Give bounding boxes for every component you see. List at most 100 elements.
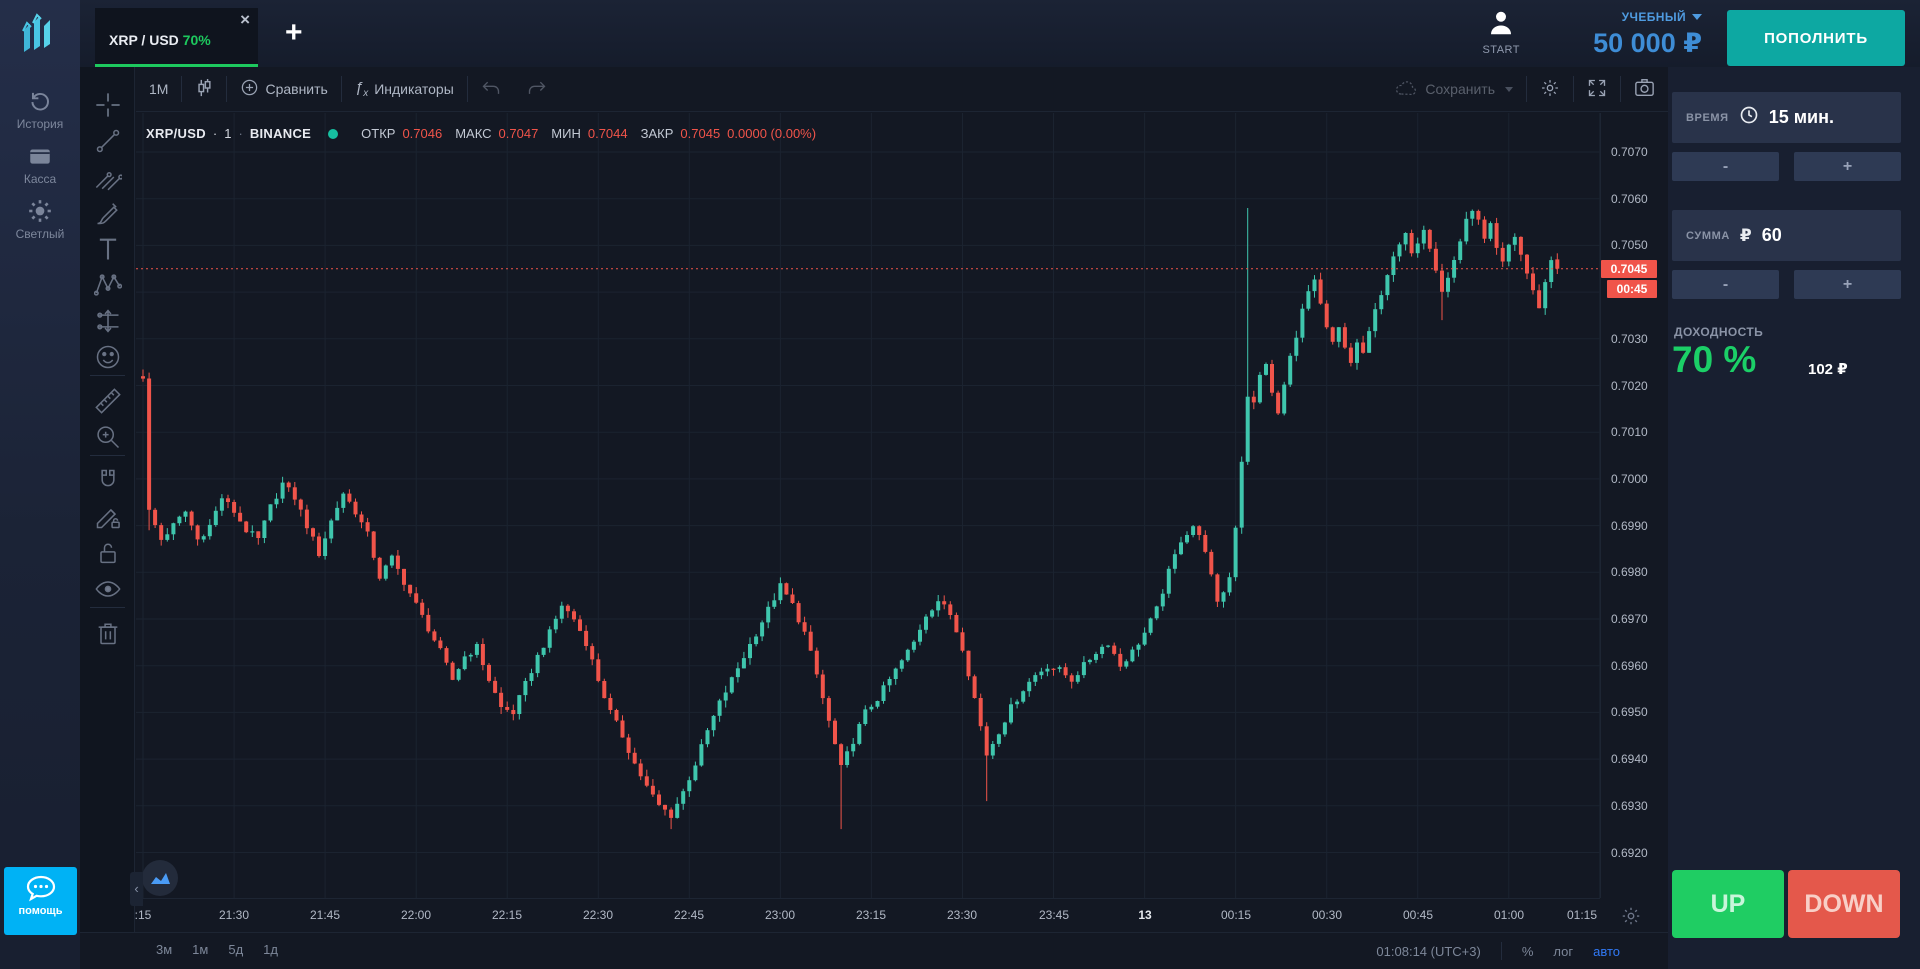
sidebar-item-label: История (16, 117, 64, 131)
time-tick: 22:30 (582, 908, 614, 922)
indicators-button[interactable]: ƒx Индикаторы (354, 79, 454, 99)
legend-exchange: BINANCE (249, 126, 312, 141)
brand-logo-icon[interactable] (14, 8, 66, 60)
help-button[interactable]: помощь (4, 867, 77, 935)
fullscreen-button[interactable] (1574, 76, 1620, 102)
tab-active-underline (95, 64, 258, 67)
brush-icon[interactable] (94, 199, 122, 227)
maximize-pane-button[interactable] (142, 860, 178, 896)
time-tick: 21:30 (218, 908, 250, 922)
trend-line-icon[interactable] (94, 127, 122, 155)
candles-icon (195, 78, 213, 101)
user-profile[interactable]: START (1482, 8, 1520, 56)
range-1д[interactable]: 1д (263, 942, 278, 957)
price-tick: 0.6920 (1611, 846, 1648, 860)
time-plus-button[interactable]: + (1794, 152, 1901, 181)
price-tick: 0.7030 (1611, 332, 1648, 346)
range-3м[interactable]: 3м (156, 942, 173, 957)
chart-settings-button[interactable] (1527, 76, 1573, 102)
price-tick: 0.6980 (1611, 565, 1648, 579)
compare-button[interactable]: Сравнить (227, 76, 340, 102)
percent-scale-toggle[interactable]: % (1521, 943, 1534, 959)
amount-plus-button[interactable]: + (1794, 270, 1901, 299)
fib-channel-icon[interactable] (94, 163, 124, 191)
pencil-lock-icon[interactable] (94, 503, 122, 531)
sidebar-item-label: Светлый (15, 227, 65, 241)
xabcd-pattern-icon[interactable] (93, 271, 123, 299)
snapshot-button[interactable] (1621, 76, 1668, 102)
clock-icon (1739, 105, 1759, 130)
unlock-icon[interactable] (94, 539, 122, 567)
axis-settings-button[interactable] (1620, 905, 1642, 927)
ruler-icon[interactable] (94, 387, 122, 415)
magnet-icon[interactable] (94, 467, 122, 495)
sidebar-item-history[interactable]: История (0, 88, 80, 131)
save-layout-button[interactable]: Сохранить (1382, 76, 1526, 102)
account-type: УЧЕБНЫЙ (1621, 10, 1686, 24)
sidebar-item-cashier[interactable]: Касса (0, 143, 80, 186)
range-1м[interactable]: 1м (192, 942, 209, 957)
collapse-toolbar-arrow[interactable]: ‹ (130, 872, 143, 906)
time-field: ВРЕМЯ 15 мин. (1672, 92, 1901, 143)
trash-icon[interactable] (94, 619, 122, 647)
legend-change: 0.0000 (0.00%) (727, 126, 817, 141)
add-tab-button[interactable]: + (285, 16, 303, 49)
time-tick: 00:30 (1311, 908, 1343, 922)
theme-sun-icon (27, 198, 53, 224)
time-tick: 22:45 (673, 908, 705, 922)
time-tick: 00:15 (1220, 908, 1252, 922)
price-tick: 0.6970 (1611, 612, 1648, 626)
auto-scale-toggle[interactable]: авто (1593, 943, 1620, 959)
payout-percent: 70 % (1672, 339, 1757, 380)
time-minus-button[interactable]: - (1672, 152, 1779, 181)
down-button[interactable]: DOWN (1788, 870, 1900, 938)
cloud-icon (1395, 79, 1419, 100)
legend-symbol: XRP/USD (146, 126, 206, 141)
redo-button[interactable] (514, 76, 560, 102)
deposit-button[interactable]: ПОПОЛНИТЬ (1727, 10, 1905, 66)
clock-readout[interactable]: 01:08:14 (UTC+3) (1376, 943, 1481, 959)
tab-label: XRP / USD 70% (109, 32, 211, 48)
log-scale-toggle[interactable]: лог (1553, 943, 1574, 959)
time-tick: 23:30 (946, 908, 978, 922)
current-price-badge: 0.7045 (1601, 260, 1657, 278)
legend-low: 0.7044 (587, 126, 628, 141)
up-button[interactable]: UP (1672, 870, 1784, 938)
account-type-switcher[interactable]: УЧЕБНЫЙ (1593, 8, 1702, 26)
user-label: START (1482, 44, 1520, 56)
crosshair-icon[interactable] (94, 91, 122, 119)
chart-shell: 1M Сравнить ƒx Индикаторы (80, 67, 1668, 969)
help-label: помощь (18, 905, 63, 917)
candlestick-chart[interactable] (136, 113, 1600, 898)
amount-minus-button[interactable]: - (1672, 270, 1779, 299)
price-scale[interactable]: 0.70700.70600.70500.70400.70300.70200.70… (1600, 113, 1668, 898)
close-icon[interactable]: × (240, 10, 250, 29)
legend-open: 0.7046 (402, 126, 443, 141)
time-tick: 13 (1138, 908, 1152, 922)
amount-value: 60 (1761, 225, 1782, 245)
zoom-in-icon[interactable] (94, 423, 122, 451)
text-tool-icon[interactable] (94, 235, 122, 263)
payout-label: ДОХОДНОСТЬ (1674, 325, 1764, 339)
legend-close: 0.7045 (680, 126, 721, 141)
payout-amount: 102 ₽ (1808, 361, 1848, 378)
forecast-icon[interactable] (94, 307, 122, 335)
area-chart-icon (142, 873, 178, 900)
price-tick: 0.7070 (1611, 145, 1648, 159)
range-5д[interactable]: 5д (228, 942, 244, 957)
price-tick: 0.6990 (1611, 519, 1648, 533)
chart-style-button[interactable] (182, 76, 226, 102)
ruble-icon: ₽ (1739, 225, 1752, 245)
countdown-badge: 00:45 (1607, 280, 1657, 298)
sidebar-item-theme[interactable]: Светлый (0, 198, 80, 241)
emoji-icon[interactable] (94, 343, 122, 371)
fullscreen-icon (1587, 78, 1607, 101)
eye-icon[interactable] (94, 575, 122, 603)
sidebar-item-label: Касса (23, 172, 57, 186)
undo-button[interactable] (468, 76, 514, 102)
interval-button[interactable]: 1M (149, 81, 169, 97)
toolbar-divider (90, 455, 125, 456)
price-tick: 0.7000 (1611, 472, 1648, 486)
tab-xrp-usd[interactable]: XRP / USD 70% × (95, 8, 258, 67)
time-axis[interactable]: :15 21:30 21:45 22:00 22:15 22:30 22:45 23:00 23… (135, 898, 1600, 932)
